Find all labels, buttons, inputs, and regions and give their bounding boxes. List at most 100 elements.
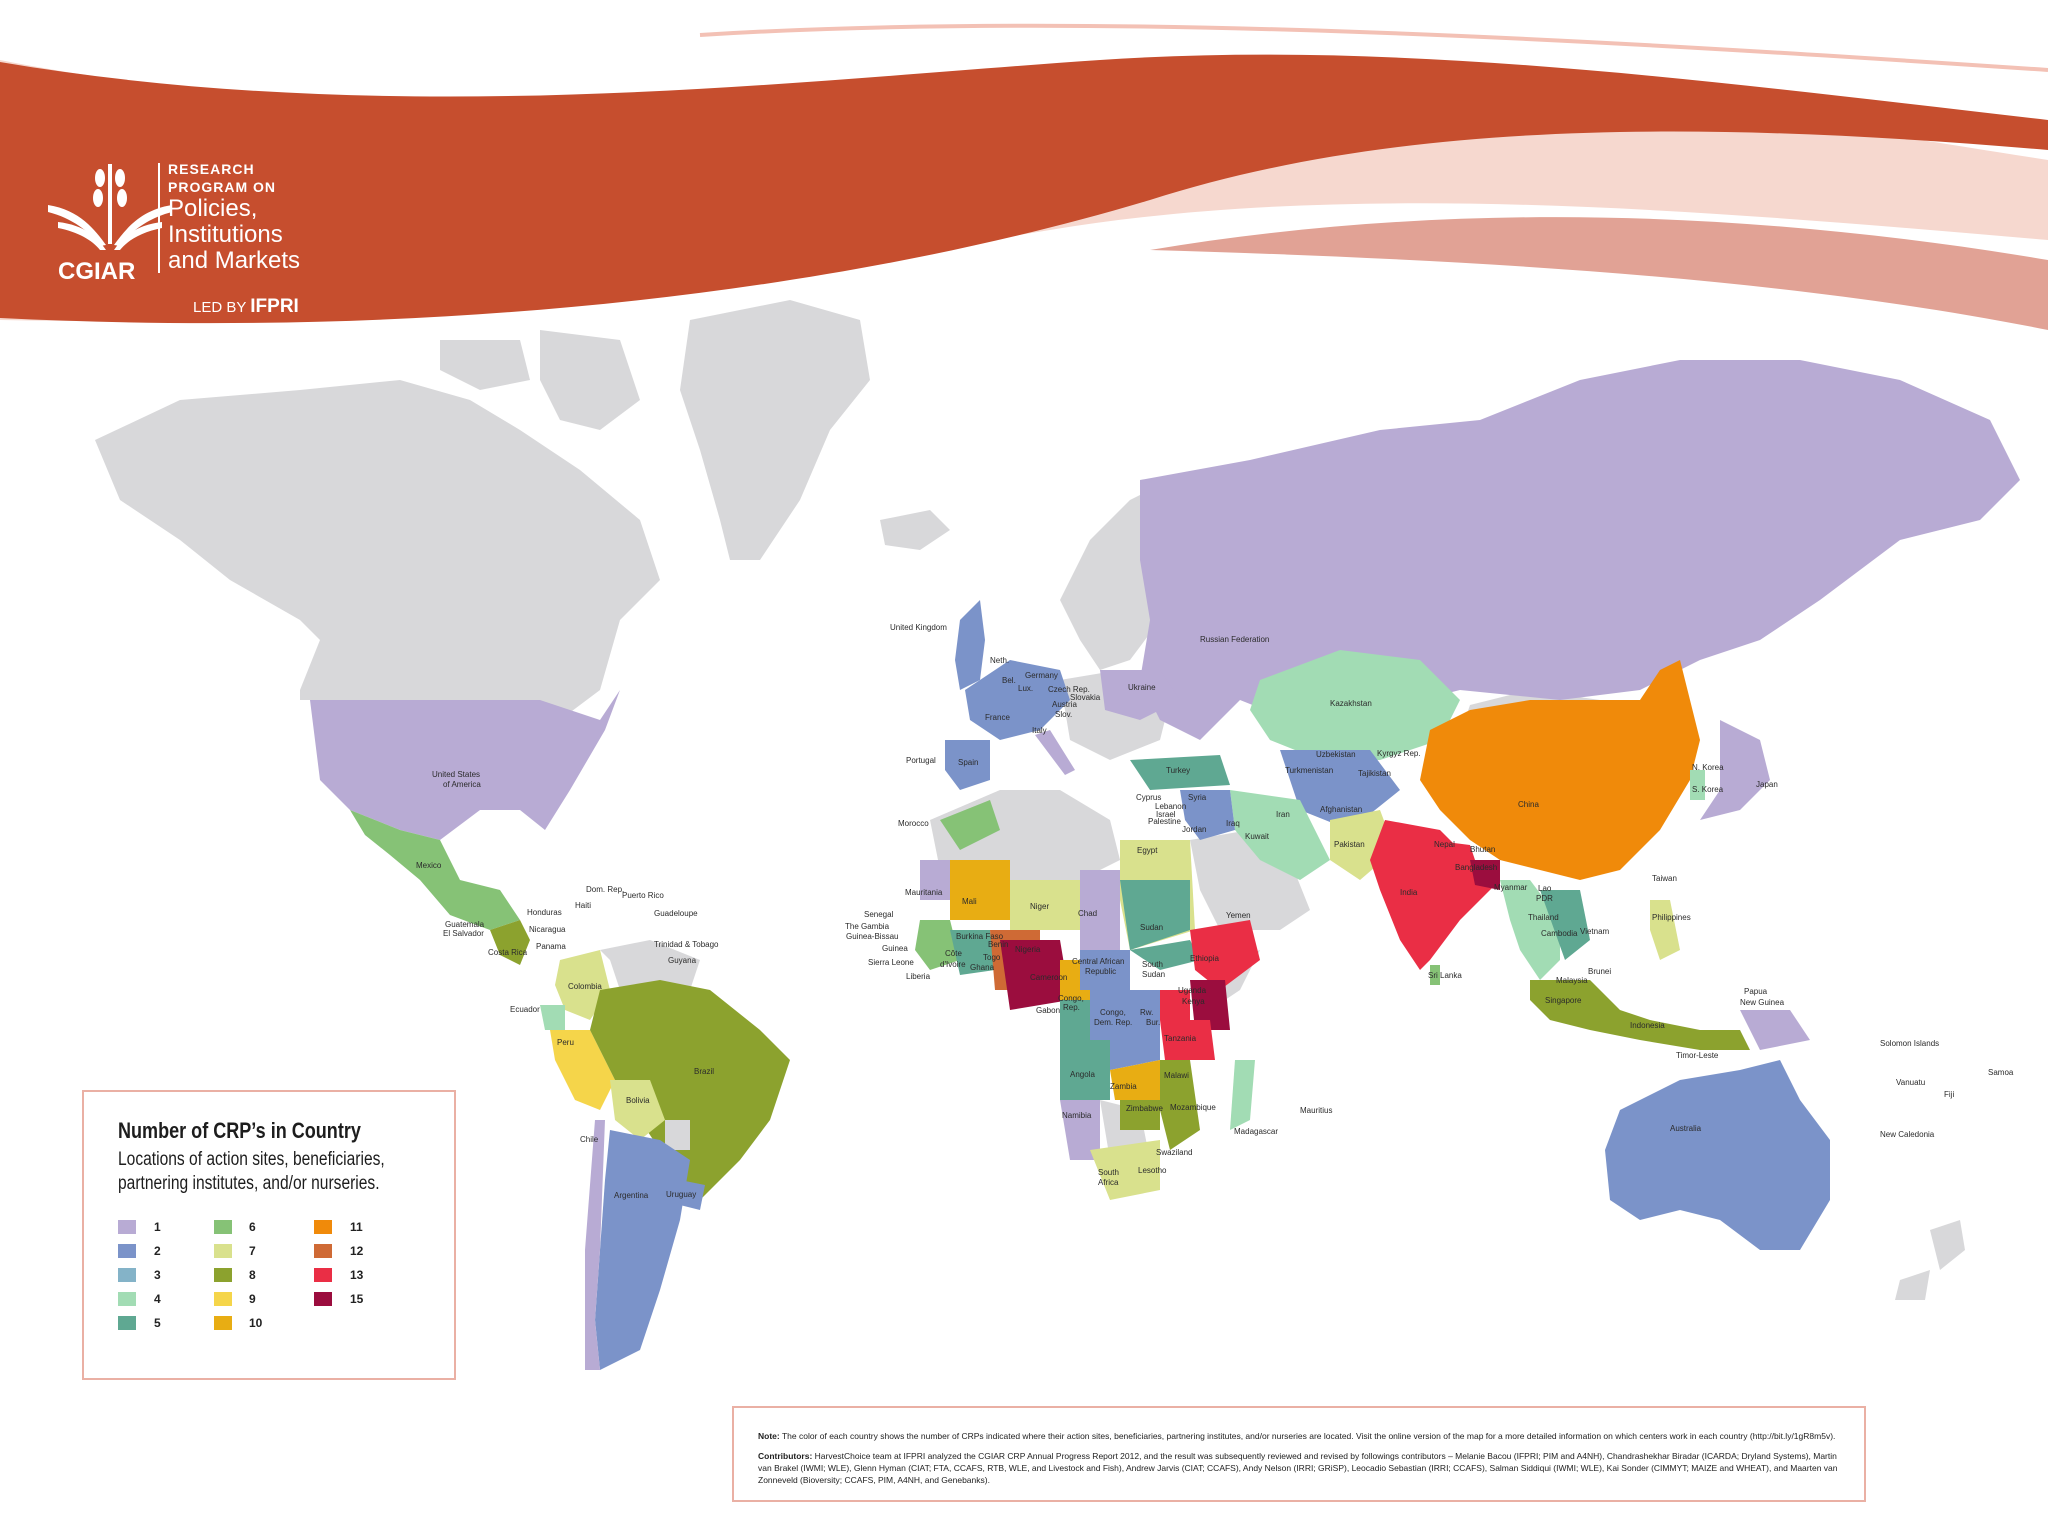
legend-title: Number of CRP’s in Country: [118, 1118, 361, 1143]
svg-text:Australia: Australia: [1670, 1124, 1702, 1133]
svg-text:Palestine: Palestine: [1148, 817, 1181, 826]
svg-text:Colombia: Colombia: [568, 982, 602, 991]
svg-text:Togo: Togo: [983, 953, 1001, 962]
svg-text:Mauritania: Mauritania: [905, 888, 943, 897]
svg-text:N. Korea: N. Korea: [1692, 763, 1724, 772]
svg-text:Africa: Africa: [1098, 1178, 1119, 1187]
legend-label-15: 15: [350, 1292, 364, 1306]
svg-text:Slovakia: Slovakia: [1070, 693, 1101, 702]
program-label-line2: PROGRAM ON: [168, 179, 276, 195]
svg-text:Turkmenistan: Turkmenistan: [1285, 766, 1333, 775]
svg-text:Trinidad & Tobago: Trinidad & Tobago: [654, 940, 719, 949]
svg-text:Bolivia: Bolivia: [626, 1096, 650, 1105]
svg-text:Uruguay: Uruguay: [666, 1190, 696, 1199]
legend-label-5: 5: [154, 1316, 161, 1330]
svg-text:Republic: Republic: [1085, 967, 1116, 976]
svg-text:Timor-Leste: Timor-Leste: [1676, 1051, 1719, 1060]
program-name-line2: Institutions: [168, 221, 283, 248]
svg-text:Tajikistan: Tajikistan: [1358, 769, 1391, 778]
contributors-label: Contributors:: [758, 1451, 813, 1461]
legend-label-8: 8: [249, 1268, 256, 1282]
svg-text:Madagascar: Madagascar: [1234, 1127, 1278, 1136]
legend-label-13: 13: [350, 1268, 364, 1282]
legend-label-7: 7: [249, 1244, 256, 1258]
svg-text:Slov.: Slov.: [1055, 710, 1072, 719]
country-shapes: [310, 360, 2020, 1370]
svg-text:Brunei: Brunei: [1588, 967, 1611, 976]
svg-text:Sudan: Sudan: [1140, 923, 1163, 932]
svg-text:New Guinea: New Guinea: [1740, 998, 1785, 1007]
svg-text:Iran: Iran: [1276, 810, 1290, 819]
svg-text:Mali: Mali: [962, 897, 977, 906]
svg-text:India: India: [1400, 888, 1418, 897]
svg-text:Panama: Panama: [536, 942, 566, 951]
svg-text:Czech Rep.: Czech Rep.: [1048, 685, 1090, 694]
svg-text:Uzbekistan: Uzbekistan: [1316, 750, 1356, 759]
legend-swatch-13: [314, 1268, 332, 1282]
svg-text:New Caledonia: New Caledonia: [1880, 1130, 1935, 1139]
legend-swatch-12: [314, 1244, 332, 1258]
svg-text:Liberia: Liberia: [906, 972, 931, 981]
svg-text:Côte: Côte: [945, 949, 962, 958]
svg-text:Gabon: Gabon: [1036, 1006, 1060, 1015]
svg-text:Syria: Syria: [1188, 793, 1207, 802]
svg-text:Sri Lanka: Sri Lanka: [1428, 971, 1462, 980]
svg-text:Lao: Lao: [1538, 884, 1552, 893]
legend-swatch-11: [314, 1220, 332, 1234]
svg-text:d'Ivoire: d'Ivoire: [940, 960, 966, 969]
svg-text:Afghanistan: Afghanistan: [1320, 805, 1362, 814]
svg-text:South: South: [1142, 960, 1163, 969]
svg-text:Myanmar: Myanmar: [1494, 883, 1528, 892]
svg-text:Kyrgyz Rep.: Kyrgyz Rep.: [1377, 749, 1421, 758]
svg-text:Cambodia: Cambodia: [1541, 929, 1578, 938]
legend-swatch-6: [214, 1220, 232, 1234]
svg-text:Rep.: Rep.: [1063, 1003, 1080, 1012]
svg-text:PDR: PDR: [1536, 894, 1553, 903]
svg-text:Bhutan: Bhutan: [1470, 845, 1495, 854]
svg-text:El Salvador: El Salvador: [443, 929, 484, 938]
svg-text:Niger: Niger: [1030, 902, 1049, 911]
svg-text:Fiji: Fiji: [1944, 1090, 1954, 1099]
svg-text:Papua: Papua: [1744, 987, 1768, 996]
country-labels: United Kingdom Neth. Bel. Lux. Germany C…: [416, 623, 2014, 1200]
svg-text:Bur.: Bur.: [1146, 1018, 1160, 1027]
svg-text:Spain: Spain: [958, 758, 978, 767]
legend-label-10: 10: [249, 1316, 263, 1330]
legend-swatch-15: [314, 1292, 332, 1306]
svg-text:Chile: Chile: [580, 1135, 599, 1144]
legend-label-6: 6: [249, 1220, 256, 1234]
svg-text:Rw.: Rw.: [1140, 1008, 1153, 1017]
svg-text:Dem. Rep.: Dem. Rep.: [1094, 1018, 1132, 1027]
legend-swatch-9: [214, 1292, 232, 1306]
svg-text:Thailand: Thailand: [1528, 913, 1559, 922]
svg-text:Lesotho: Lesotho: [1138, 1166, 1167, 1175]
legend-subtitle: Locations of action sites, beneficiaries…: [118, 1149, 385, 1194]
svg-text:Guatemala: Guatemala: [445, 920, 485, 929]
legend-label-4: 4: [154, 1292, 161, 1306]
svg-text:Peru: Peru: [557, 1038, 574, 1047]
svg-text:The Gambia: The Gambia: [845, 922, 890, 931]
legend-label-3: 3: [154, 1268, 161, 1282]
svg-text:Mozambique: Mozambique: [1170, 1103, 1216, 1112]
svg-text:Israel: Israel: [1156, 810, 1176, 819]
svg-text:Sierra Leone: Sierra Leone: [868, 958, 914, 967]
legend-swatch-7: [214, 1244, 232, 1258]
led-by-label: LED BY IFPRI: [193, 296, 299, 318]
svg-text:Mauritius: Mauritius: [1300, 1106, 1332, 1115]
contributors-text: HarvestChoice team at IFPRI analyzed the…: [758, 1451, 1838, 1485]
svg-text:Austria: Austria: [1052, 700, 1077, 709]
led-by-text: LED BY: [193, 299, 247, 316]
svg-text:Neth.: Neth.: [990, 656, 1009, 665]
svg-text:Japan: Japan: [1756, 780, 1778, 789]
legend-label-11: 11: [350, 1220, 363, 1234]
svg-text:Cyprus: Cyprus: [1136, 793, 1161, 802]
svg-text:United Kingdom: United Kingdom: [890, 623, 947, 632]
note-text: The color of each country shows the numb…: [781, 1431, 1836, 1441]
svg-text:Swaziland: Swaziland: [1156, 1148, 1192, 1157]
svg-text:Nicaragua: Nicaragua: [529, 925, 566, 934]
svg-text:Lebanon: Lebanon: [1155, 802, 1186, 811]
svg-text:Morocco: Morocco: [898, 819, 929, 828]
svg-text:Benin: Benin: [988, 940, 1008, 949]
svg-text:S. Korea: S. Korea: [1692, 785, 1724, 794]
svg-text:Ukraine: Ukraine: [1128, 683, 1156, 692]
